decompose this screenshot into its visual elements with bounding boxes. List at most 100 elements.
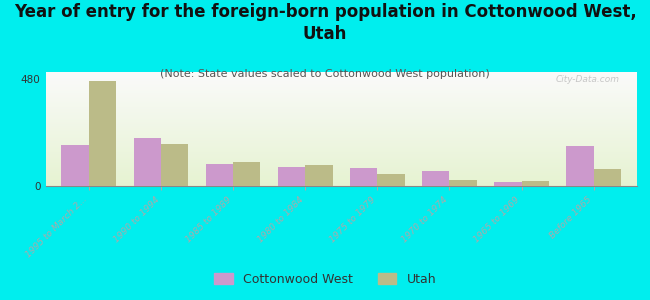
Bar bbox=[46, 114, 637, 115]
Bar bbox=[233, 162, 261, 186]
Bar bbox=[46, 87, 637, 88]
Bar bbox=[46, 138, 637, 139]
Bar bbox=[46, 177, 637, 178]
Text: (Note: State values scaled to Cottonwood West population): (Note: State values scaled to Cottonwood… bbox=[160, 69, 490, 79]
Bar bbox=[46, 100, 637, 101]
Bar bbox=[46, 92, 637, 93]
Bar bbox=[46, 110, 637, 111]
Bar bbox=[46, 89, 637, 90]
Bar bbox=[46, 147, 637, 148]
Bar bbox=[46, 172, 637, 173]
Bar bbox=[46, 127, 637, 128]
Bar bbox=[306, 165, 333, 186]
Bar bbox=[46, 124, 637, 125]
Bar bbox=[46, 74, 637, 75]
Bar bbox=[46, 83, 637, 84]
Bar bbox=[46, 151, 637, 152]
Bar bbox=[61, 145, 89, 186]
Bar bbox=[46, 148, 637, 149]
Bar bbox=[46, 159, 637, 160]
Bar bbox=[46, 99, 637, 100]
Bar bbox=[46, 78, 637, 79]
Bar bbox=[46, 84, 637, 85]
Bar bbox=[46, 121, 637, 122]
Bar bbox=[46, 168, 637, 169]
Bar bbox=[46, 118, 637, 119]
Bar bbox=[46, 160, 637, 161]
Bar bbox=[46, 103, 637, 104]
Bar bbox=[521, 181, 549, 186]
Bar bbox=[494, 182, 521, 186]
Text: City-Data.com: City-Data.com bbox=[555, 75, 619, 84]
Bar bbox=[46, 180, 637, 181]
Bar bbox=[46, 113, 637, 114]
Bar bbox=[46, 97, 637, 98]
Bar bbox=[46, 72, 637, 73]
Bar bbox=[46, 107, 637, 108]
Bar bbox=[278, 167, 306, 186]
Bar bbox=[46, 81, 637, 82]
Bar bbox=[46, 161, 637, 162]
Bar bbox=[46, 76, 637, 77]
Bar bbox=[46, 131, 637, 132]
Bar bbox=[46, 135, 637, 136]
Bar bbox=[46, 86, 637, 87]
Bar bbox=[46, 102, 637, 103]
Bar bbox=[46, 154, 637, 155]
Bar bbox=[46, 108, 637, 109]
Bar bbox=[593, 169, 621, 186]
Bar bbox=[46, 128, 637, 129]
Bar bbox=[46, 173, 637, 174]
Bar bbox=[46, 85, 637, 86]
Bar bbox=[46, 143, 637, 144]
Bar bbox=[46, 170, 637, 171]
Bar bbox=[46, 79, 637, 80]
Bar bbox=[46, 123, 637, 124]
Bar bbox=[46, 182, 637, 183]
Bar bbox=[46, 75, 637, 76]
Text: Year of entry for the foreign-born population in Cottonwood West,
Utah: Year of entry for the foreign-born popul… bbox=[14, 3, 636, 43]
Bar bbox=[133, 138, 161, 186]
Bar bbox=[46, 119, 637, 120]
Bar bbox=[46, 93, 637, 94]
Bar bbox=[46, 133, 637, 134]
Bar bbox=[46, 181, 637, 182]
Bar bbox=[566, 146, 593, 186]
Bar bbox=[46, 139, 637, 140]
Bar bbox=[46, 167, 637, 168]
Bar bbox=[46, 165, 637, 166]
Bar bbox=[46, 126, 637, 127]
Bar bbox=[46, 109, 637, 110]
Bar bbox=[46, 88, 637, 89]
Bar bbox=[46, 146, 637, 147]
Bar bbox=[46, 137, 637, 138]
Bar bbox=[46, 125, 637, 126]
Bar bbox=[46, 149, 637, 150]
Bar bbox=[46, 162, 637, 163]
Bar bbox=[46, 184, 637, 185]
Bar bbox=[46, 158, 637, 159]
Bar bbox=[161, 143, 188, 186]
Bar bbox=[46, 120, 637, 121]
Bar bbox=[205, 164, 233, 186]
Bar bbox=[46, 166, 637, 167]
Bar bbox=[46, 94, 637, 95]
Bar bbox=[46, 96, 637, 97]
Bar bbox=[46, 77, 637, 78]
Bar bbox=[449, 180, 477, 186]
Bar bbox=[46, 122, 637, 123]
Bar bbox=[46, 145, 637, 146]
Bar bbox=[46, 157, 637, 158]
Bar bbox=[46, 98, 637, 99]
Bar bbox=[46, 132, 637, 133]
Bar bbox=[46, 111, 637, 112]
Bar bbox=[46, 174, 637, 175]
Bar bbox=[46, 152, 637, 153]
Bar bbox=[422, 172, 449, 186]
Bar bbox=[46, 112, 637, 113]
Bar bbox=[46, 156, 637, 157]
Bar bbox=[46, 117, 637, 118]
Bar bbox=[46, 106, 637, 107]
Bar bbox=[46, 178, 637, 179]
Bar bbox=[46, 179, 637, 180]
